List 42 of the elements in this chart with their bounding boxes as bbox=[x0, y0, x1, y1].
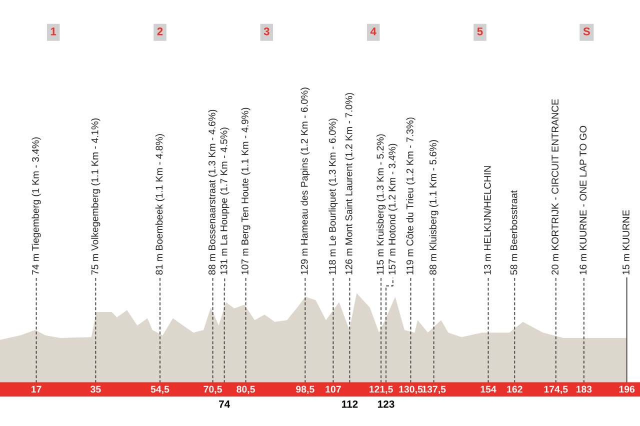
x-tick-label: 107 bbox=[326, 386, 341, 393]
ref-line-label: 129 m Hameau des Papins (1.2 Km - 6.0%) bbox=[300, 88, 310, 274]
x2-tick-label: 123 bbox=[378, 400, 394, 408]
ref-line-label: 107 m Berg Ten Houte (1.1 Km - 4.9%) bbox=[241, 108, 250, 274]
text: 3 bbox=[264, 27, 270, 36]
ref-line-label: 88 m Kluisberg (1.1 Km - 5.6%) bbox=[429, 140, 438, 275]
ref-line-label: 58 m Beerbosstraat bbox=[510, 190, 518, 275]
x-tick-label: 121,5 bbox=[369, 386, 393, 394]
text: 2 bbox=[157, 27, 163, 36]
x-tick-label: 80,5 bbox=[236, 386, 255, 394]
x-tick-label: 137,5 bbox=[422, 386, 446, 394]
x2-tick-label: 74 bbox=[218, 400, 230, 408]
ref-line-label: 16 m KUURNE - ONE LAP TO GO bbox=[580, 126, 587, 274]
ref-line-label: 115 m Kruisberg (1.3 Km - 5.2%) bbox=[376, 134, 386, 274]
x-tick-label: 174,5 bbox=[544, 386, 568, 394]
text: S bbox=[583, 27, 590, 36]
ref-line-label: 74 m Tiegemberg (1 Km - 3.4%) bbox=[32, 137, 41, 275]
ref-line-label: 81 m Boembeek (1.1 Km - 4.8%) bbox=[155, 134, 165, 275]
x-tick-label: 196 bbox=[619, 386, 635, 393]
x-tick-label: 162 bbox=[507, 386, 522, 393]
x-tick-label: 154 bbox=[480, 386, 496, 393]
ref-line-label: 13 m HELKIJN/HELCHIN bbox=[484, 166, 491, 274]
x-tick-label: 17 bbox=[31, 386, 42, 393]
ref-line-label: 131 m La Houppe (1.7 Km - 4.5%) bbox=[220, 128, 230, 274]
x-tick-label: 183 bbox=[576, 386, 592, 393]
text: 4 bbox=[370, 28, 376, 36]
x-tick-label: 35 bbox=[90, 386, 101, 393]
x-tick-label: 54,5 bbox=[150, 386, 170, 394]
ref-line-label: 118 m Le Bourliquet (1.3 Km - 6.0%) bbox=[328, 118, 338, 274]
ref-line-label: 20 m KORTRIJK - CIRCUIT ENTRANCE bbox=[552, 99, 558, 275]
text: 5 bbox=[477, 28, 483, 36]
x-tick-label: 70,5 bbox=[204, 386, 222, 394]
ref-line-label: 15 m KUURNE bbox=[622, 210, 630, 274]
text: 1 bbox=[50, 28, 56, 36]
ref-line-label: 119 m Côte du Trieu (1.2 Km - 7.3%) bbox=[406, 118, 416, 274]
x-tick-label: 98,5 bbox=[296, 386, 314, 394]
x-tick-label: 130,5 bbox=[399, 386, 423, 394]
ref-line-label: 157 m Hotond (1.2 Km - 3.4%) bbox=[388, 144, 398, 274]
ref-line-label: 88 m Bossenaarstraat (1.3 Km - 4.6%) bbox=[208, 110, 218, 275]
x2-tick-label: 112 bbox=[342, 400, 358, 408]
ref-line-label: 126 m Mont Saint Laurent (1.2 Km - 7.0%) bbox=[345, 93, 354, 274]
ref-line-label: 75 m Volkegemberg (1.1 Km - 4.1%) bbox=[91, 118, 100, 275]
